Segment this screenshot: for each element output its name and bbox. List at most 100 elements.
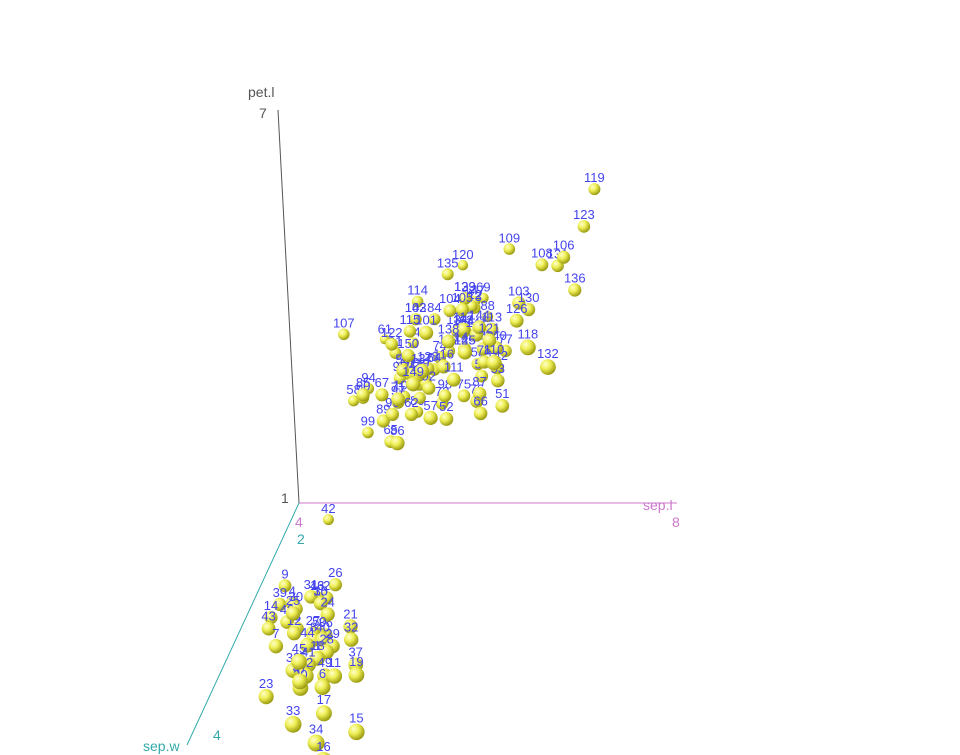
data-point-92: 92: [422, 369, 436, 395]
data-point-119: 119: [584, 170, 605, 196]
point-marker: [472, 387, 487, 401]
point-label: 99: [361, 414, 375, 429]
point-marker: [326, 668, 343, 684]
point-marker: [409, 313, 422, 326]
x-axis-tick-max: 8: [672, 514, 680, 530]
data-point-21: 21: [343, 606, 358, 634]
point-label: 51: [495, 386, 509, 401]
point-marker: [261, 621, 276, 636]
point-label: 129: [454, 279, 476, 294]
point-label: 30: [289, 589, 303, 604]
data-point-105: 105: [452, 290, 473, 317]
point-marker: [307, 734, 325, 752]
point-label: 23: [259, 676, 273, 691]
point-marker: [503, 243, 516, 255]
point-label: 115: [400, 312, 421, 327]
point-marker: [491, 373, 505, 388]
point-marker: [404, 407, 418, 421]
point-label: 113: [481, 310, 502, 325]
point-label: 135: [437, 255, 459, 270]
point-marker: [568, 283, 582, 297]
point-marker: [422, 381, 436, 395]
z-axis-title: pet.l: [248, 84, 274, 100]
point-label: 9: [281, 566, 288, 581]
point-label: 15: [349, 711, 363, 726]
data-point-25: 25: [286, 593, 300, 621]
point-label: 103: [508, 283, 530, 298]
data-point-138: 138: [438, 322, 460, 349]
data-point-24: 24: [320, 594, 335, 622]
point-label: 118: [518, 327, 539, 342]
data-point-144: 144: [468, 307, 490, 335]
point-marker: [407, 337, 419, 349]
point-label: 33: [286, 703, 300, 718]
point-label: 67: [375, 375, 389, 390]
point-label: 49: [318, 655, 332, 670]
point-label: 69: [476, 280, 490, 295]
point-label: 41: [301, 645, 315, 660]
data-point-104: 104: [439, 291, 461, 317]
point-label: 29: [325, 626, 339, 641]
data-point-107: 107: [333, 315, 355, 341]
point-label: 143: [405, 300, 427, 315]
data-point-130: 130: [518, 290, 539, 317]
point-marker: [316, 751, 331, 755]
point-marker: [456, 322, 471, 336]
point-marker: [375, 388, 389, 402]
data-points: 6112063695488944281825810911414710773907…: [258, 170, 605, 755]
point-marker: [343, 619, 358, 634]
point-marker: [482, 311, 494, 323]
point-marker: [273, 597, 287, 612]
point-marker: [291, 653, 307, 670]
point-marker: [401, 348, 415, 363]
point-label: 11: [328, 655, 342, 670]
point-label: 16: [316, 739, 330, 754]
point-marker: [322, 514, 334, 526]
point-label: 7: [272, 626, 279, 641]
data-point-118: 118: [518, 327, 539, 356]
point-marker: [442, 344, 456, 358]
point-label: 77: [498, 332, 512, 347]
point-marker: [419, 325, 434, 340]
data-point-116: 116: [433, 347, 454, 374]
point-marker: [314, 679, 331, 695]
point-label: 120: [452, 247, 474, 262]
point-label: 138: [438, 322, 460, 337]
point-label: 102: [405, 300, 427, 315]
point-marker: [268, 639, 284, 654]
point-label: 62: [404, 395, 418, 410]
data-point-6: 6: [314, 666, 331, 695]
data-point-136: 136: [564, 270, 586, 297]
point-marker: [385, 407, 399, 421]
point-marker: [315, 705, 332, 722]
point-marker: [472, 320, 487, 335]
point-marker: [278, 579, 292, 593]
point-marker: [478, 292, 489, 304]
point-marker: [411, 295, 424, 308]
point-marker: [428, 313, 441, 326]
point-marker: [313, 596, 328, 611]
point-marker: [441, 268, 454, 281]
point-marker: [396, 364, 409, 377]
z-axis-tick-max: 7: [259, 105, 267, 121]
point-marker: [438, 389, 452, 403]
data-point-44: 44: [300, 625, 315, 653]
point-label: 132: [537, 346, 559, 361]
data-point-16: 16: [316, 739, 331, 755]
data-point-99: 99: [361, 414, 375, 439]
x-axis-title: sep.l: [643, 497, 673, 513]
data-point-122: 122: [381, 325, 403, 351]
point-label: 8: [310, 619, 317, 634]
point-label: 61: [378, 321, 392, 336]
data-point-143: 143: [405, 300, 427, 326]
point-label: 117: [453, 310, 474, 325]
point-marker: [403, 325, 417, 338]
point-marker: [344, 632, 359, 647]
data-point-120: 120: [452, 247, 474, 271]
point-marker: [482, 333, 497, 348]
point-label: 104: [439, 291, 461, 306]
data-point-145: 145: [454, 332, 476, 360]
point-label: 123: [573, 207, 595, 222]
point-label: 39: [273, 585, 287, 600]
